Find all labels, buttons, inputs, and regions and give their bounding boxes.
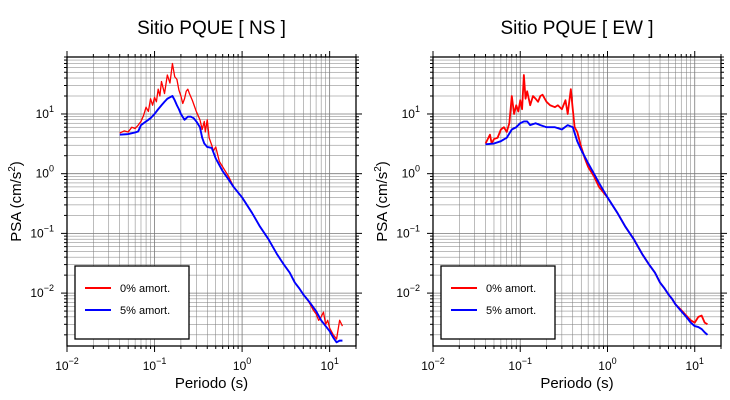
y-axis-label-text: ) (374, 161, 391, 166)
x-tick-label-exponent: 1 (699, 356, 704, 366)
x-tick-label-exponent: 0 (246, 356, 251, 366)
x-tick-label-base: 10 (508, 359, 522, 373)
y-axis-label: PSA (cm/s2) (373, 161, 391, 242)
series-line-5-amort (119, 95, 343, 344)
y-tick-label-exponent: 1 (49, 104, 54, 114)
y-tick-label-exponent: −2 (44, 283, 54, 293)
y-axis-label-superscript: 2 (373, 166, 384, 172)
y-tick-label-base: 10 (36, 167, 50, 181)
x-tick-label-base: 10 (233, 359, 247, 373)
x-tick-label-exponent: −2 (69, 356, 79, 366)
x-tick-label: 100 (598, 356, 616, 373)
x-tick-label-exponent: 0 (612, 356, 617, 366)
y-axis-label-text: PSA (cm/s (8, 172, 25, 242)
x-tick-label-base: 10 (686, 359, 700, 373)
data-series (119, 62, 344, 344)
x-tick-label: 10−2 (421, 356, 445, 373)
legend-label: 0% amort. (486, 283, 536, 295)
x-axis-label: Periodo (s) (175, 375, 248, 392)
x-tick-label-base: 10 (143, 359, 157, 373)
x-axis-label: Periodo (s) (540, 375, 613, 392)
y-tick-label: 10−1 (396, 223, 420, 240)
y-tick-label: 101 (36, 104, 54, 121)
legend-box (74, 265, 190, 340)
data-series (484, 74, 709, 336)
x-tick-label-exponent: −1 (156, 356, 166, 366)
x-tick-label-exponent: 1 (334, 356, 339, 366)
y-tick-label-base: 10 (396, 226, 410, 240)
y-tick-label-base: 10 (396, 286, 410, 300)
x-tick-label-base: 10 (421, 359, 435, 373)
x-tick-label: 101 (320, 356, 338, 373)
legend-label: 5% amort. (120, 305, 170, 317)
y-tick-label: 10−2 (30, 283, 54, 300)
x-tick-label-exponent: −1 (522, 356, 532, 366)
series-line-5-amort (485, 120, 709, 336)
chart-title: Sitio PQUE [ EW ] (500, 18, 653, 39)
y-tick-label: 100 (36, 164, 54, 181)
y-tick-label-base: 10 (402, 107, 416, 121)
y-tick-label-exponent: 0 (49, 164, 54, 174)
y-tick-label-exponent: −1 (410, 223, 420, 233)
plot-frame (432, 56, 722, 347)
y-tick-label: 10−1 (30, 223, 54, 240)
y-tick-label-exponent: −2 (410, 283, 420, 293)
x-tick-label-base: 10 (320, 359, 334, 373)
legend-label: 0% amort. (120, 283, 170, 295)
legend: 0% amort. 5% amort. (440, 265, 556, 340)
y-tick-label-base: 10 (36, 107, 50, 121)
y-axis-label-text: ) (8, 161, 25, 166)
y-axis-label-text: PSA (cm/s (374, 172, 391, 242)
x-tick-label: 10−1 (143, 356, 167, 373)
legend-label: 5% amort. (486, 305, 536, 317)
y-tick-label-exponent: 0 (415, 164, 420, 174)
y-axis-label: PSA (cm/s2) (7, 161, 25, 242)
y-tick-label-exponent: −1 (44, 223, 54, 233)
series-line-0-amort (119, 62, 344, 340)
x-tick-label-exponent: −2 (435, 356, 445, 366)
y-tick-label-base: 10 (402, 167, 416, 181)
x-tick-label-base: 10 (55, 359, 69, 373)
x-tick-label: 10−2 (55, 356, 79, 373)
y-tick-label: 101 (402, 104, 420, 121)
y-tick-label-exponent: 1 (415, 104, 420, 114)
legend: 0% amort. 5% amort. (74, 265, 190, 340)
plot-frame (66, 56, 357, 347)
y-axis-label-superscript: 2 (7, 166, 18, 172)
x-tick-label: 101 (686, 356, 704, 373)
x-tick-label: 10−1 (508, 356, 532, 373)
legend-box (440, 265, 556, 340)
x-tick-label-base: 10 (598, 359, 612, 373)
x-tick-label: 100 (233, 356, 251, 373)
chart-title: Sitio PQUE [ NS ] (137, 18, 286, 39)
y-tick-label-base: 10 (30, 286, 44, 300)
y-tick-label: 10−2 (396, 283, 420, 300)
y-tick-label: 100 (402, 164, 420, 181)
y-tick-label-base: 10 (30, 226, 44, 240)
